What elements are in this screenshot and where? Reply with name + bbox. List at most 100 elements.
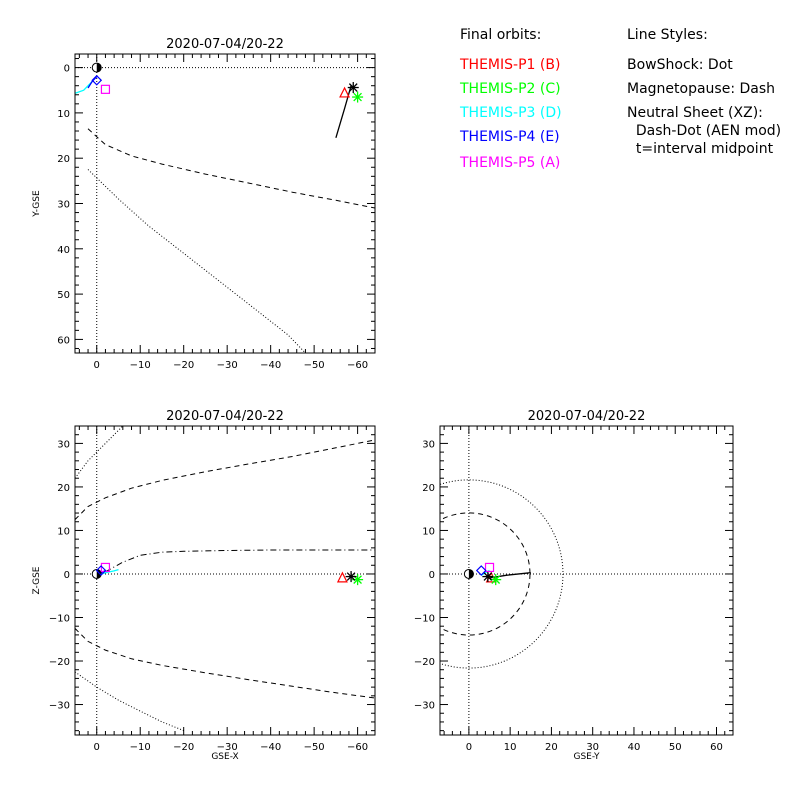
x-tick-label: 0: [94, 360, 100, 371]
asterisk-marker: [490, 574, 502, 586]
x-tick-label: −10: [130, 360, 151, 371]
bowshock-line: [87, 169, 306, 353]
magnetopause-circle-line: [440, 512, 531, 636]
plot-data: [440, 426, 733, 735]
plot-title: 2020-07-04/20-22: [166, 37, 284, 52]
y-tick-label: 30: [57, 439, 70, 450]
legend-probe-p4: THEMIS-P4 (E): [460, 129, 560, 145]
x-tick-label: −10: [130, 742, 151, 753]
bowshock-south-line: [75, 671, 184, 732]
line-styles-title: Line Styles:: [627, 27, 708, 43]
y-tick-label: 50: [57, 290, 70, 301]
orbits-legend-title: Final orbits:: [460, 27, 542, 43]
earth-symbol: [91, 62, 102, 73]
plot-frame: [74, 425, 376, 736]
plot-data: [75, 54, 375, 353]
x-tick-label: −60: [347, 742, 368, 753]
plot-title: 2020-07-04/20-22: [528, 409, 646, 424]
y-tick-label: 30: [57, 200, 70, 211]
square-marker: [484, 562, 495, 573]
style-magnetopause: Magnetopause: Dash: [627, 81, 776, 97]
x-tick-label: 40: [628, 742, 641, 753]
diamond-marker: [475, 565, 487, 576]
style-neutral-sheet: Neutral Sheet (XZ):: [627, 105, 763, 121]
x-tick-label: 30: [586, 742, 599, 753]
y-tick-label: −20: [414, 657, 435, 668]
y-tick-label: −30: [49, 701, 70, 712]
style-bowshock: BowShock: Dot: [627, 57, 733, 73]
asterisk-stroke: [346, 572, 356, 581]
x-tick-label: −30: [217, 360, 238, 371]
magnetopause-north-line: [75, 439, 375, 520]
x-tick-label: −60: [347, 360, 368, 371]
neutral-sheet-line: [105, 549, 375, 573]
x-axis-label: GSE-Y: [573, 752, 600, 762]
magnetopause-line: [87, 128, 375, 209]
y-tick-label: 20: [57, 154, 70, 165]
y-tick-label: −10: [414, 613, 435, 624]
y-tick-label: 20: [57, 483, 70, 494]
plot-panel-1: 2020-07-04/20-22 0 −10 −20 −30 −40 −50 −60 0 10 20…: [32, 37, 376, 371]
legend-probe-p1: THEMIS-P1 (B): [460, 57, 561, 73]
plot-panel-2: 2020-07-04/20-22 0 −10 −20 −30 −40 −50 −60 −30 −2…: [32, 409, 376, 762]
earth-night-side: [96, 63, 102, 73]
x-axis-label: GSE-X: [211, 752, 238, 762]
asterisk-stroke: [483, 572, 493, 581]
plot-frame: [74, 53, 376, 354]
bowshock-circle-line: [440, 479, 564, 669]
x-tick-label: 0: [94, 742, 100, 753]
x-tick-label: −50: [304, 360, 325, 371]
asterisk-stroke: [353, 92, 362, 102]
y-tick-label: −30: [414, 701, 435, 712]
plot-title: 2020-07-04/20-22: [166, 409, 284, 424]
y-tick-label: 10: [422, 526, 435, 537]
triangle-marker: [339, 86, 351, 98]
y-tick-label: −20: [49, 657, 70, 668]
y-tick-label: 10: [57, 109, 70, 120]
legend-probe-p5: THEMIS-P5 (A): [460, 155, 561, 171]
x-tick-label: −20: [173, 742, 194, 753]
magnetopause-south-line: [75, 628, 375, 699]
x-tick-label: 10: [504, 742, 517, 753]
x-tick-label: 60: [710, 742, 723, 753]
earth-symbol: [463, 568, 474, 579]
legend-probe-p2: THEMIS-P2 (C): [460, 81, 561, 97]
x-tick-label: −40: [260, 360, 281, 371]
x-tick-label: −50: [304, 742, 325, 753]
trace-P3-line: [75, 80, 93, 94]
plot-frame: [439, 425, 734, 736]
asterisk-marker: [482, 571, 494, 583]
trace-P4-line: [87, 76, 98, 89]
x-tick-label: −40: [260, 742, 281, 753]
trace-black-line: [335, 85, 352, 138]
y-tick-label: 10: [57, 526, 70, 537]
y-tick-label: 0: [64, 570, 70, 581]
earth-night-side: [468, 569, 474, 579]
x-tick-label: 20: [545, 742, 558, 753]
asterisk-stroke: [348, 83, 358, 92]
asterisk-stroke: [353, 575, 362, 584]
y-tick-label: 30: [422, 439, 435, 450]
y-tick-label: 20: [422, 483, 435, 494]
y-axis-label: Z-GSE: [32, 566, 42, 594]
diamond-marker: [91, 74, 103, 86]
asterisk-marker: [345, 571, 357, 583]
style-neutral-sheet-model: Dash-Dot (AEN mod): [627, 123, 782, 139]
triangle-marker: [336, 571, 348, 583]
x-tick-label: 50: [669, 742, 682, 753]
y-tick-label: 0: [429, 570, 435, 581]
plot-panel-3: 2020-07-04/20-22 0 10 20 30 40 50 60 −30 −20 −10 0 1…: [414, 409, 734, 762]
bowshock-north-line: [75, 426, 124, 479]
x-tick-label: 0: [466, 742, 472, 753]
y-tick-label: 40: [57, 245, 70, 256]
x-tick-label: −20: [173, 360, 194, 371]
y-axis-label: Y-GSE: [32, 190, 42, 218]
asterisk-stroke: [491, 575, 501, 584]
x-tick-label: −30: [217, 742, 238, 753]
asterisk-marker: [352, 91, 364, 103]
square-marker: [100, 84, 111, 94]
legend-probe-p3: THEMIS-P3 (D): [460, 105, 562, 121]
diamond-marker: [95, 565, 107, 576]
asterisk-marker: [347, 82, 359, 94]
